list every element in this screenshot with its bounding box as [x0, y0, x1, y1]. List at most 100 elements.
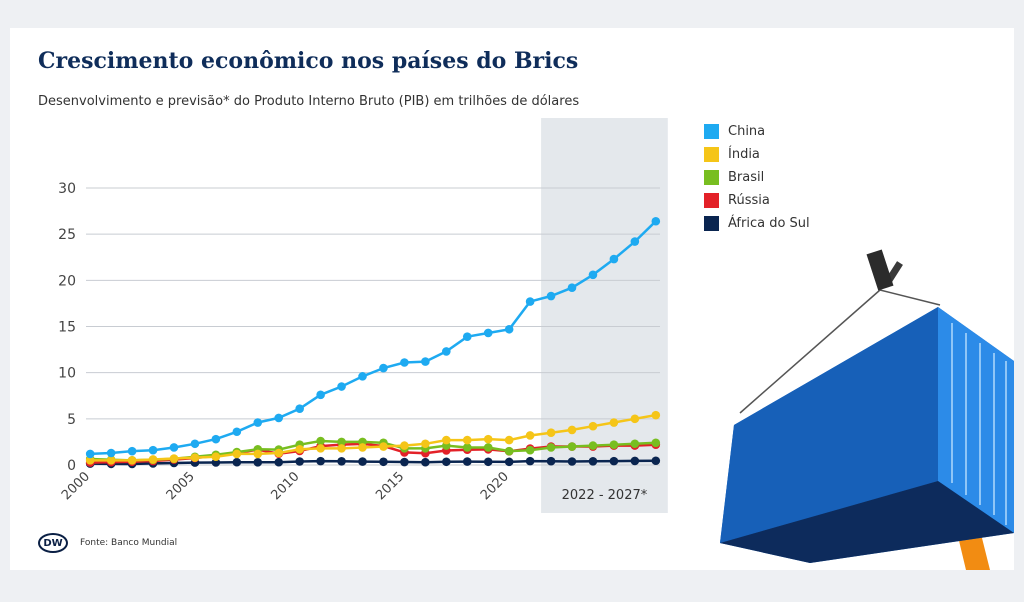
legend-item: China [704, 120, 810, 143]
data-point [169, 443, 179, 452]
legend-swatch [704, 216, 719, 231]
data-point [274, 448, 284, 458]
data-point [295, 445, 304, 454]
data-point [106, 448, 116, 458]
data-point [211, 434, 221, 444]
y-tick-label: 0 [67, 458, 76, 474]
data-point [609, 456, 619, 466]
data-point [400, 441, 409, 450]
forecast-band [541, 118, 668, 513]
data-point [421, 457, 430, 467]
data-point [651, 216, 661, 226]
legend-swatch [704, 170, 719, 185]
x-tick-label: 2005 [164, 469, 198, 503]
data-point [588, 441, 598, 450]
data-point [316, 436, 325, 446]
data-point [421, 357, 430, 366]
data-point [504, 446, 514, 456]
series-line [90, 220, 657, 456]
legend: China Índia Brasil Rússia África do Sul [704, 120, 810, 235]
legend-item: Rússia [704, 189, 810, 212]
data-point [567, 442, 577, 451]
legend-swatch [704, 124, 719, 139]
data-point [337, 437, 346, 447]
data-point [442, 435, 451, 445]
y-tick-label: 30 [58, 181, 76, 197]
legend-label: China [728, 124, 766, 139]
y-tick-label: 5 [67, 412, 76, 428]
data-point [504, 435, 514, 445]
data-point [630, 439, 640, 449]
y-tick-label: 25 [58, 227, 76, 243]
data-point [462, 332, 472, 341]
data-point [400, 358, 409, 367]
data-point [630, 414, 640, 424]
data-point [462, 435, 472, 445]
data-point [337, 382, 346, 391]
data-point [148, 445, 158, 455]
data-point [358, 457, 367, 466]
series-line [90, 413, 657, 462]
data-point [211, 452, 221, 461]
shipping-container-illustration [720, 249, 1014, 570]
data-point [232, 457, 242, 467]
data-point [106, 456, 116, 465]
legend-label: África do Sul [728, 216, 810, 231]
legend-item: África do Sul [704, 212, 810, 235]
data-point [232, 427, 242, 437]
x-tick-label: 2000 [59, 469, 93, 503]
data-point [85, 449, 95, 459]
data-point [316, 390, 325, 400]
data-point [316, 444, 325, 453]
data-point [379, 457, 388, 467]
legend-label: Índia [728, 147, 760, 162]
data-point [567, 283, 577, 293]
data-point [525, 445, 535, 455]
y-tick-label: 20 [58, 273, 76, 289]
data-point [609, 418, 619, 427]
data-point [442, 347, 451, 356]
chart-title: Crescimento econômico nos países do Bric… [38, 48, 579, 74]
data-point [379, 442, 388, 451]
data-point [442, 457, 451, 467]
data-point [127, 446, 137, 456]
data-point [609, 254, 619, 264]
chart-subtitle: Desenvolvimento e previsão* do Produto I… [38, 94, 580, 109]
data-point [567, 425, 577, 435]
series-line [90, 459, 656, 466]
data-point [483, 457, 493, 467]
data-point [630, 456, 640, 466]
legend-swatch [704, 147, 719, 162]
data-point [651, 456, 661, 466]
data-point [588, 421, 598, 431]
data-point [546, 428, 556, 437]
data-point [400, 457, 409, 467]
data-point [274, 457, 284, 467]
data-point [609, 440, 619, 449]
data-point [358, 372, 367, 381]
data-point [651, 410, 661, 420]
data-point [253, 418, 263, 427]
data-point [85, 456, 95, 465]
footer: DW Fonte: Banco Mundial [38, 533, 177, 553]
legend-item: Brasil [704, 166, 810, 189]
data-point [567, 457, 577, 466]
dw-logo: DW [38, 533, 68, 553]
data-point [588, 270, 598, 280]
data-point [588, 457, 598, 466]
data-point [337, 457, 346, 466]
data-point [651, 438, 661, 448]
legend-label: Brasil [728, 170, 765, 185]
data-point [169, 454, 179, 463]
data-point [295, 457, 304, 466]
data-point [148, 455, 158, 464]
data-point [546, 456, 556, 466]
data-point [190, 453, 200, 462]
legend-item: Índia [704, 143, 810, 166]
data-point [358, 443, 367, 452]
data-point [190, 439, 200, 449]
line-chart: 2022 - 2027* 0 5 10 15 20 25 30 2000 2005 2010 2015… [58, 118, 668, 513]
y-tick-label: 15 [58, 320, 76, 336]
legend-label: Rússia [728, 193, 770, 208]
data-point [525, 456, 535, 466]
